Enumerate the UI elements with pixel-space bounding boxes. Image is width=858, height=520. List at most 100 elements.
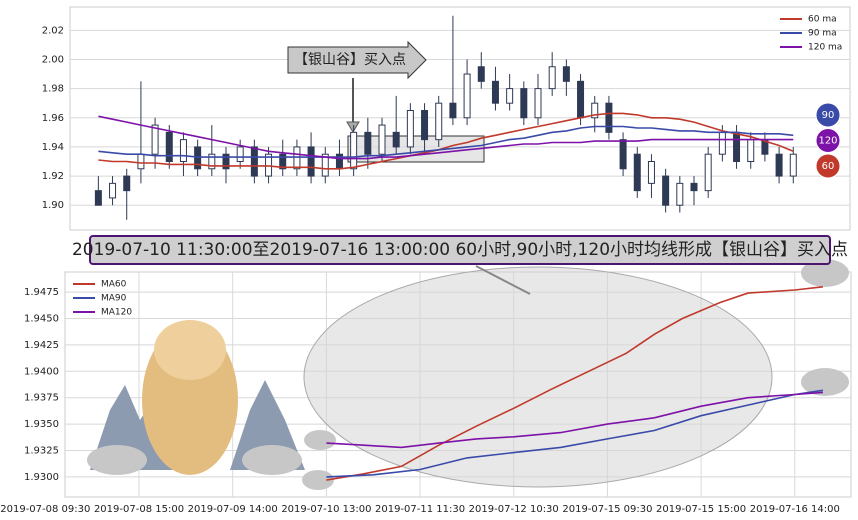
y-tick-label: 1.9300 bbox=[24, 472, 59, 483]
pointer bbox=[475, 265, 531, 295]
candle-body bbox=[718, 131, 726, 155]
candle-body bbox=[364, 131, 372, 155]
candle-body bbox=[279, 153, 287, 170]
candle-body bbox=[491, 80, 499, 104]
legend-label: MA90 bbox=[101, 294, 127, 304]
x-tick-label: 2019-07-16 14:00 bbox=[750, 504, 840, 515]
candle-body bbox=[151, 124, 159, 155]
series-badge bbox=[815, 102, 841, 128]
dog-head bbox=[154, 320, 226, 380]
candle-body bbox=[165, 131, 173, 162]
candle-body bbox=[350, 131, 358, 170]
candle-body bbox=[534, 88, 542, 119]
candle-body bbox=[690, 182, 698, 192]
annotation: 【银山谷】买入点 bbox=[294, 52, 406, 68]
candle-body bbox=[94, 190, 102, 206]
ma-line bbox=[98, 112, 794, 170]
y-tick-label: 1.9400 bbox=[24, 366, 59, 377]
candle-body bbox=[179, 139, 187, 162]
candle-body bbox=[619, 139, 627, 170]
legend-label: MA120 bbox=[101, 308, 132, 318]
y-tick-label: 1.90 bbox=[42, 200, 64, 211]
ingot bbox=[801, 259, 849, 287]
ma-line bbox=[326, 391, 823, 449]
legend-label: 60 ma bbox=[808, 15, 837, 25]
candle-body bbox=[647, 160, 655, 184]
series-badge-label: 90 bbox=[822, 110, 835, 121]
y-tick-label: 1.96 bbox=[42, 113, 64, 124]
y-tick-label: 1.9375 bbox=[24, 393, 59, 404]
candle-body bbox=[392, 131, 400, 148]
ma-line bbox=[98, 125, 794, 158]
candle-body bbox=[250, 146, 258, 177]
y-tick-label: 1.9325 bbox=[24, 446, 59, 457]
candle-body bbox=[463, 73, 471, 119]
pointer-head bbox=[346, 121, 360, 133]
annotation-arrow bbox=[287, 40, 427, 80]
candle-body bbox=[321, 153, 329, 177]
candle-body bbox=[704, 153, 712, 192]
y-tick-label: 1.9425 bbox=[24, 340, 59, 351]
series-badge-label: 120 bbox=[818, 136, 837, 147]
series-badge bbox=[815, 153, 841, 179]
x-tick-label: 2019-07-15 09:30 bbox=[562, 504, 652, 515]
y-tick-label: 1.9450 bbox=[24, 313, 59, 324]
y-tick-label: 1.98 bbox=[42, 84, 64, 95]
ingot bbox=[87, 445, 147, 475]
candle-body bbox=[733, 131, 741, 162]
x-tick-label: 2019-07-08 09:30 bbox=[0, 504, 90, 515]
candle-body bbox=[506, 88, 514, 104]
ma-line bbox=[326, 389, 824, 478]
x-tick-label: 2019-07-12 10:30 bbox=[469, 504, 559, 515]
ingot bbox=[242, 445, 302, 475]
candle-body bbox=[662, 175, 670, 206]
y-tick-label: 1.9475 bbox=[24, 287, 59, 298]
candle-body bbox=[477, 66, 485, 82]
candle-body bbox=[435, 102, 443, 141]
candle-body bbox=[109, 182, 117, 199]
candle-body bbox=[577, 80, 585, 119]
top-plot bbox=[69, 6, 851, 231]
x-tick-label: 2019-07-10 13:00 bbox=[281, 504, 371, 515]
x-tick-label: 2019-07-11 11:30 bbox=[375, 504, 465, 515]
series-badge-label: 60 bbox=[822, 161, 835, 172]
candle-body bbox=[747, 139, 755, 162]
candle-body bbox=[421, 109, 429, 141]
highlight-ellipse bbox=[303, 266, 773, 488]
y-tick-label: 2.02 bbox=[42, 25, 64, 36]
legend-label: 90 ma bbox=[808, 29, 837, 39]
y-tick-label: 1.94 bbox=[42, 142, 64, 153]
candle-body bbox=[123, 175, 131, 192]
candle-body bbox=[789, 153, 797, 177]
candle-body bbox=[633, 153, 641, 192]
y-tick-label: 2.00 bbox=[42, 54, 64, 65]
candle-body bbox=[236, 146, 244, 162]
ma-line bbox=[326, 286, 823, 481]
legend-label: MA60 bbox=[101, 280, 127, 290]
x-tick-label: 2019-07-08 15:00 bbox=[94, 504, 184, 515]
candle-body bbox=[520, 88, 528, 119]
candle-body bbox=[449, 102, 457, 119]
candle-body bbox=[378, 124, 386, 155]
ma-line bbox=[98, 115, 794, 160]
legend-label: 120 ma bbox=[808, 43, 842, 53]
ingot bbox=[304, 430, 336, 450]
candle-body bbox=[548, 66, 556, 90]
candle-body bbox=[406, 109, 414, 148]
x-tick-label: 2019-07-09 14:00 bbox=[188, 504, 278, 515]
candle-body bbox=[208, 153, 216, 170]
ingot bbox=[801, 368, 849, 396]
candle-body bbox=[137, 153, 145, 170]
banner bbox=[89, 235, 831, 265]
candle-body bbox=[605, 102, 613, 133]
decoration bbox=[87, 40, 849, 490]
series-badge bbox=[815, 128, 841, 153]
y-tick-label: 1.92 bbox=[42, 171, 64, 182]
candle-body bbox=[591, 102, 599, 119]
candle-body bbox=[676, 182, 684, 206]
ingot bbox=[302, 470, 334, 490]
candle-body bbox=[775, 153, 783, 177]
candle-body bbox=[307, 146, 315, 177]
candle-body bbox=[222, 153, 230, 170]
